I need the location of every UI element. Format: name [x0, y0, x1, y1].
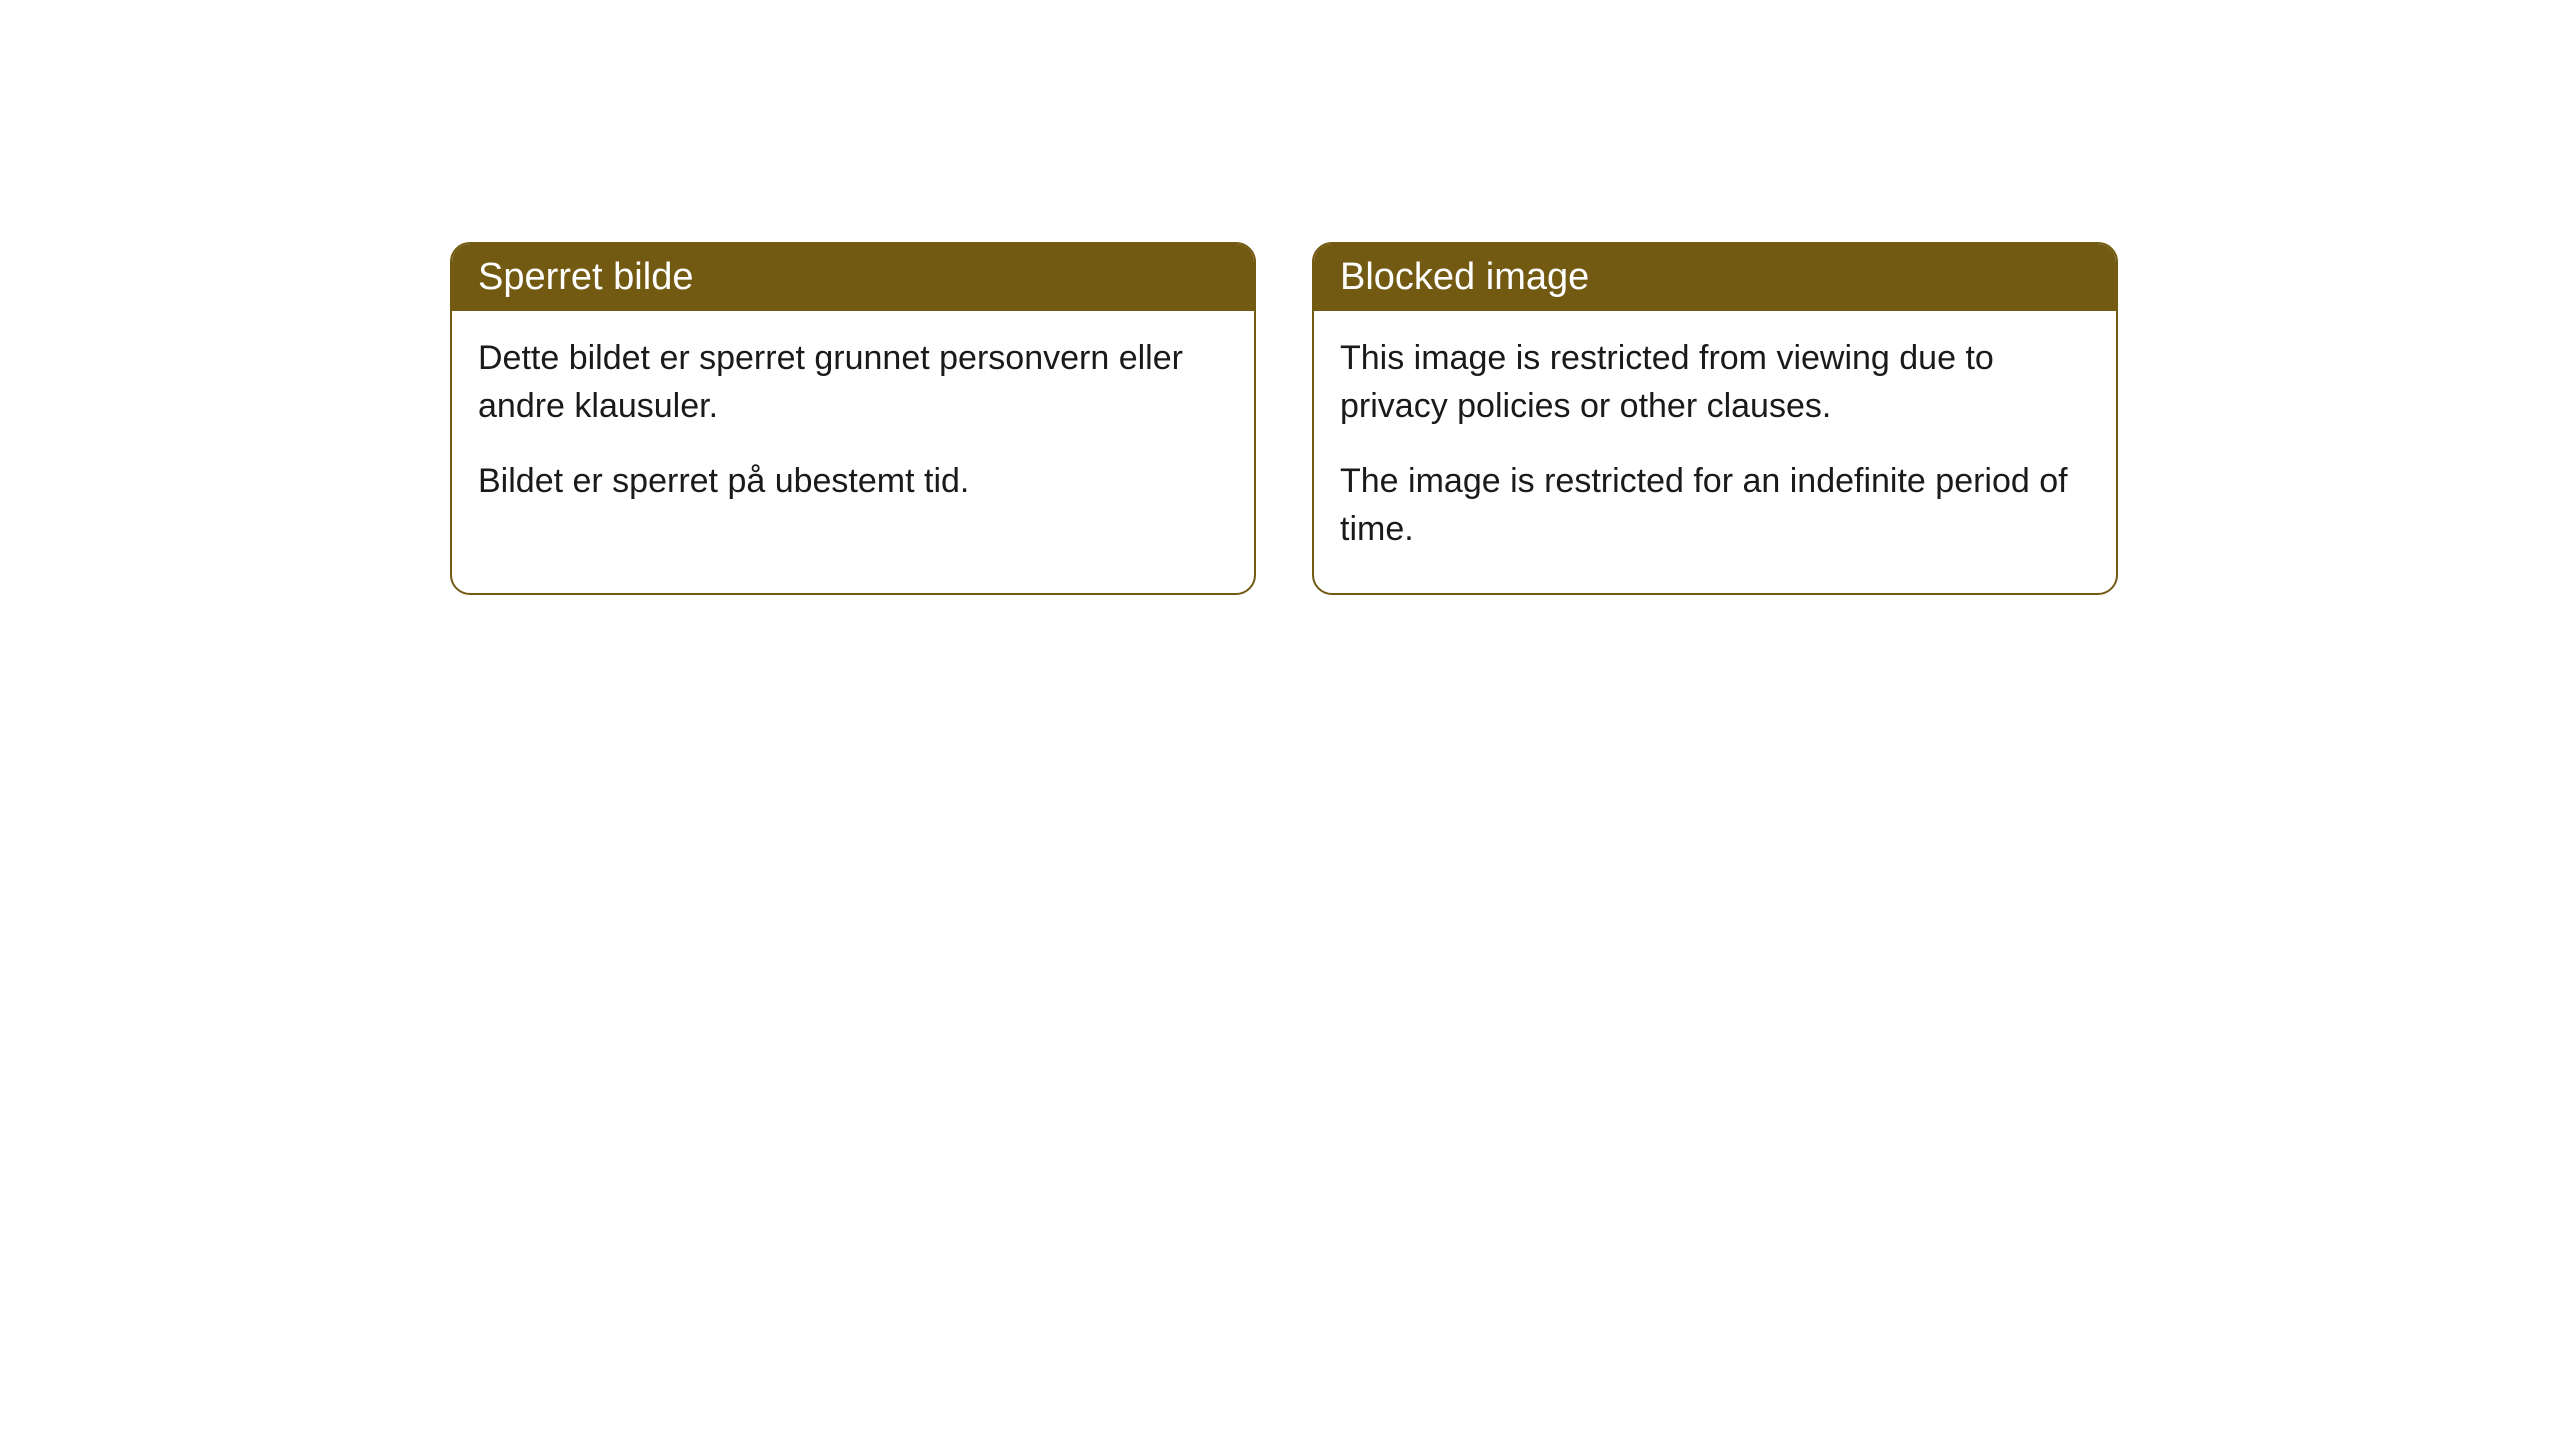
card-paragraph-2: The image is restricted for an indefinit…	[1340, 458, 2090, 553]
card-title: Blocked image	[1340, 256, 1589, 298]
card-paragraph-1: This image is restricted from viewing du…	[1340, 335, 2090, 430]
card-paragraph-1: Dette bildet er sperret grunnet personve…	[478, 335, 1228, 430]
card-header-norwegian: Sperret bilde	[452, 244, 1254, 311]
blocked-image-card-norwegian: Sperret bilde Dette bildet er sperret gr…	[450, 242, 1256, 595]
card-header-english: Blocked image	[1314, 244, 2116, 311]
card-body-english: This image is restricted from viewing du…	[1314, 311, 2116, 593]
card-body-norwegian: Dette bildet er sperret grunnet personve…	[452, 311, 1254, 546]
card-paragraph-2: Bildet er sperret på ubestemt tid.	[478, 458, 1228, 506]
blocked-image-card-english: Blocked image This image is restricted f…	[1312, 242, 2118, 595]
card-title: Sperret bilde	[478, 256, 693, 298]
notice-cards-container: Sperret bilde Dette bildet er sperret gr…	[450, 242, 2118, 595]
